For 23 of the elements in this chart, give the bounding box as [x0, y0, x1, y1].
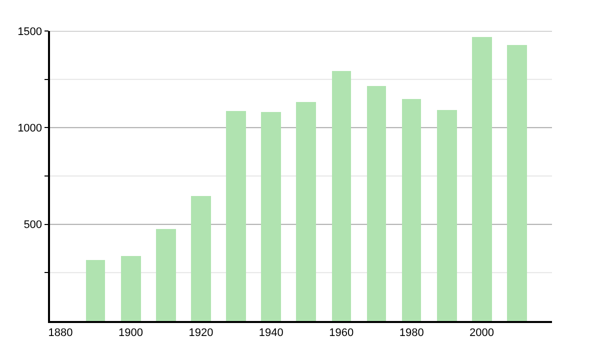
bar [121, 256, 141, 321]
bar [86, 260, 105, 321]
x-tick-label: 1960 [329, 326, 354, 339]
bar [367, 86, 386, 321]
x-tick-label: 1880 [48, 326, 73, 339]
x-tick-label: 1920 [188, 326, 214, 339]
bar [507, 45, 527, 321]
bar [472, 37, 492, 321]
bar [437, 110, 457, 321]
bar [402, 99, 421, 321]
bar [156, 229, 176, 321]
bar [226, 111, 246, 321]
bar [296, 102, 316, 321]
x-tick-label: 1940 [258, 326, 284, 339]
x-tick-label: 1980 [399, 326, 424, 339]
y-tick-label: 1000 [18, 122, 42, 135]
y-tick-label: 1500 [18, 26, 42, 38]
y-tick-label: 500 [24, 219, 42, 232]
bar [261, 112, 281, 321]
x-tick-label: 2000 [470, 326, 494, 339]
bar [191, 196, 211, 321]
bar [332, 71, 351, 321]
x-tick-label: 1900 [118, 326, 143, 339]
